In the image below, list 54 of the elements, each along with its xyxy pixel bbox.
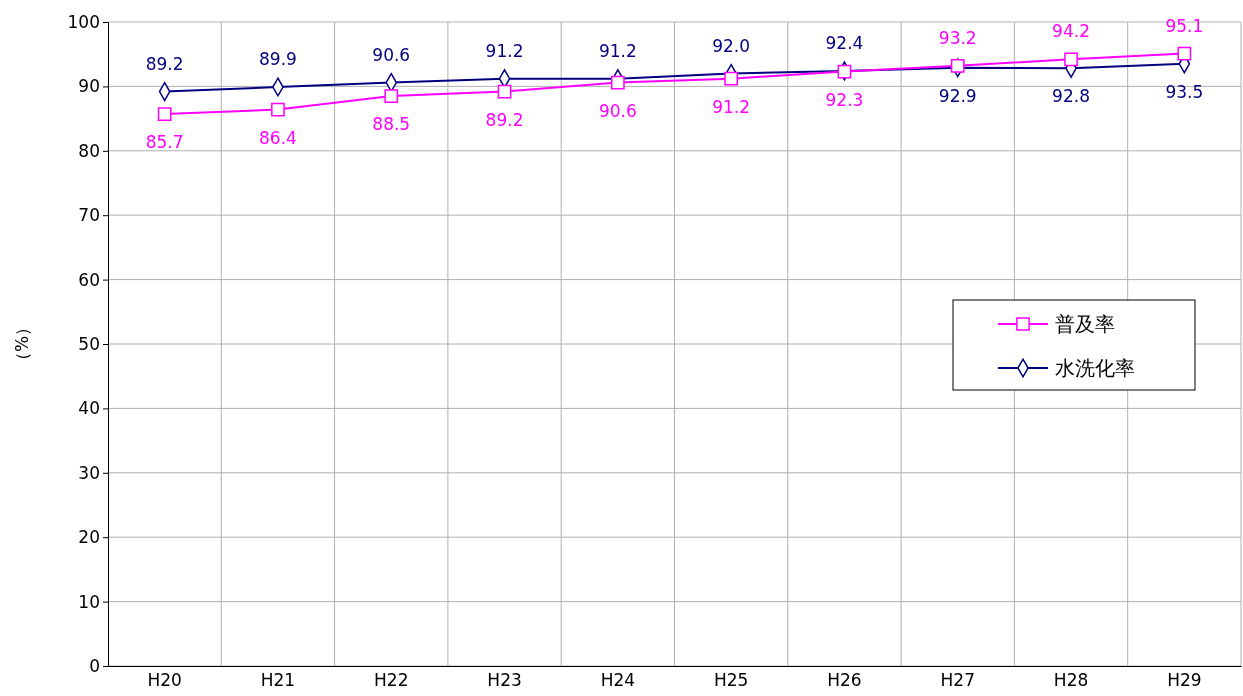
point	[1064, 52, 1078, 67]
x-tick-label: H20	[147, 670, 182, 690]
data-label: 92.3	[825, 89, 864, 110]
point	[157, 107, 172, 121]
data-label: 92.0	[712, 35, 751, 56]
y-tick-label: 0	[89, 655, 100, 676]
point	[271, 102, 285, 117]
x-tick-label: H25	[713, 670, 749, 690]
data-label: 91.2	[485, 40, 524, 61]
data-label: 90.6	[598, 100, 637, 121]
y-tick-label: 70	[78, 205, 100, 226]
x-tick-label: H28	[1053, 670, 1089, 690]
data-label: 85.7	[145, 132, 184, 153]
x-tick-label: H21	[260, 670, 296, 690]
y-tick-label: 40	[78, 398, 100, 419]
data-label: 89.2	[485, 109, 524, 130]
data-label: 89.9	[259, 49, 297, 70]
data-label: 95.1	[1165, 15, 1204, 36]
data-label: 86.4	[259, 127, 297, 148]
legend-label: 水洗化率	[1055, 356, 1135, 380]
x-tick-label: H26	[827, 670, 862, 690]
y-tick-label: 30	[78, 462, 100, 483]
legend-label: 普及率	[1055, 312, 1115, 336]
y-tick-label: 90	[78, 76, 100, 97]
y-tick-label: 60	[78, 269, 100, 290]
x-tick-label: H23	[487, 670, 522, 690]
x-tick-label: H24	[600, 670, 636, 690]
y-tick-label: 100	[67, 11, 100, 32]
data-label: 93.2	[938, 27, 977, 48]
data-label: 92.9	[938, 85, 977, 106]
data-label: 92.4	[825, 32, 864, 53]
point	[384, 89, 399, 103]
x-tick-label: H22	[374, 670, 409, 690]
point	[497, 84, 512, 99]
point	[610, 75, 625, 90]
y-tick-label: 50	[78, 333, 100, 354]
point	[950, 58, 965, 73]
data-label: 89.2	[145, 53, 184, 74]
data-label: 92.8	[1052, 86, 1090, 107]
y-tick-label: 10	[78, 591, 100, 612]
x-tick-label: H29	[1167, 670, 1202, 690]
data-label: 91.2	[598, 40, 637, 61]
data-label: 91.2	[712, 96, 751, 117]
data-label: 88.5	[372, 114, 411, 135]
data-label: 94.2	[1052, 21, 1090, 42]
point	[724, 71, 739, 86]
point	[837, 64, 852, 79]
y-axis-title: （%）	[12, 318, 32, 370]
point	[1177, 46, 1192, 61]
x-tick-label: H27	[940, 670, 975, 690]
data-label: 90.6	[372, 44, 411, 65]
y-tick-label: 80	[78, 140, 100, 161]
data-label: 93.5	[1165, 81, 1204, 102]
y-tick-label: 20	[78, 527, 100, 548]
